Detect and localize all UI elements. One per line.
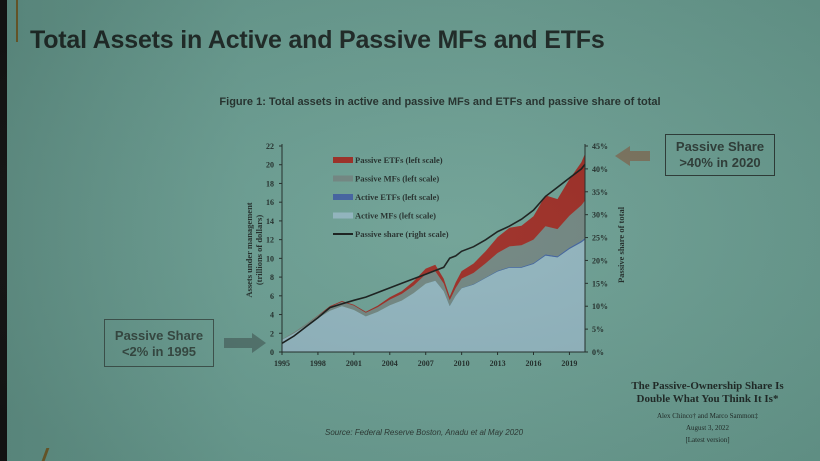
paper-title-line2: Double What You Think It Is*	[636, 393, 779, 405]
arrow-left-callout	[224, 333, 266, 353]
x-tick-label: 2001	[346, 359, 362, 368]
callout-right-line2: >40% in 2020	[679, 155, 761, 170]
callout-right-line1: Passive Share	[675, 139, 765, 154]
y-tick-label: 8	[270, 273, 274, 282]
area-active-mfs	[282, 239, 585, 352]
legend-label: Passive share (right scale)	[355, 229, 449, 239]
paper-reference: The Passive-Ownership Share Is Double Wh…	[600, 380, 815, 444]
y2-tick-label: 25%	[592, 234, 608, 243]
callout-left-line2: <2% in 1995	[121, 344, 197, 359]
x-tick-label: 2013	[490, 359, 506, 368]
y-tick-label: 4	[270, 311, 274, 320]
y2-tick-label: 5%	[592, 325, 604, 334]
callout-left-line1: Passive Share	[114, 328, 204, 343]
slide-title: Total Assets in Active and Passive MFs a…	[30, 26, 605, 54]
y2-tick-label: 45%	[592, 142, 608, 151]
y-tick-label: 0	[270, 348, 274, 357]
x-tick-label: 1998	[310, 359, 326, 368]
y-tick-label: 12	[266, 236, 274, 245]
callout-passive-share-1995: Passive Share <2% in 1995	[104, 319, 214, 367]
y-tick-label: 20	[266, 161, 274, 170]
y2-axis-label: Passive share of total	[616, 206, 626, 283]
chart-legend: Passive ETFs (left scale) Passive MFs (le…	[333, 155, 449, 239]
chart-areas	[282, 153, 585, 352]
legend-label: Active ETFs (left scale)	[355, 192, 439, 202]
y-tick-label: 6	[270, 292, 274, 301]
y-tick-label: 16	[266, 198, 274, 207]
y-axis-label-units: (trillions of dollars)	[254, 215, 264, 286]
x-tick-label: 2019	[561, 359, 577, 368]
figure-title-text: Figure 1: Total assets in active and pas…	[219, 96, 661, 108]
x-tick-label: 2004	[382, 359, 398, 368]
source-note: Source: Federal Reserve Boston, Anadu et…	[325, 428, 524, 437]
paper-title-line1: The Passive-Ownership Share Is	[631, 380, 784, 392]
arrow-right-callout	[615, 146, 650, 166]
legend-label: Active MFs (left scale)	[355, 211, 436, 221]
y2-tick-label: 15%	[592, 279, 608, 288]
callout-passive-share-2020: Passive Share >40% in 2020	[665, 134, 775, 176]
y2-tick-label: 0%	[592, 348, 604, 357]
x-tick-label: 1995	[274, 359, 290, 368]
y-tick-label: 22	[266, 142, 274, 151]
figure-title: Figure 1: Total assets in active and pas…	[0, 96, 820, 108]
paper-date: August 3, 2022	[686, 424, 729, 432]
y2-tick-label: 10%	[592, 302, 608, 311]
y-tick-label: 10	[266, 254, 274, 263]
y-tick-label: 2	[270, 329, 274, 338]
y2-tick-label: 40%	[592, 165, 608, 174]
x-tick-label: 2010	[454, 359, 470, 368]
x-tick-label: 2016	[526, 359, 542, 368]
chart-axes: 0 2 4 6 8 10 12 14 16 18 20 22 0% 5% 10% 15% 20% 25% 30% 35…	[266, 142, 608, 368]
screen-edge	[0, 0, 7, 461]
paper-authors: Alex Chinco† and Marco Sammon‡	[656, 412, 759, 420]
x-tick-label: 2007	[418, 359, 434, 368]
y2-tick-label: 20%	[592, 256, 608, 265]
legend-label: Passive MFs (left scale)	[355, 174, 439, 184]
y-tick-label: 14	[266, 217, 274, 226]
y-axis-label: Assets under management	[244, 202, 254, 297]
legend-label: Passive ETFs (left scale)	[355, 155, 443, 165]
slide-accent-line	[16, 0, 18, 42]
passive-share-line	[281, 163, 586, 344]
y-tick-label: 18	[266, 179, 274, 188]
y2-tick-label: 35%	[592, 188, 608, 197]
paper-version: [Latest version]	[685, 436, 730, 444]
y2-tick-label: 30%	[592, 211, 608, 220]
